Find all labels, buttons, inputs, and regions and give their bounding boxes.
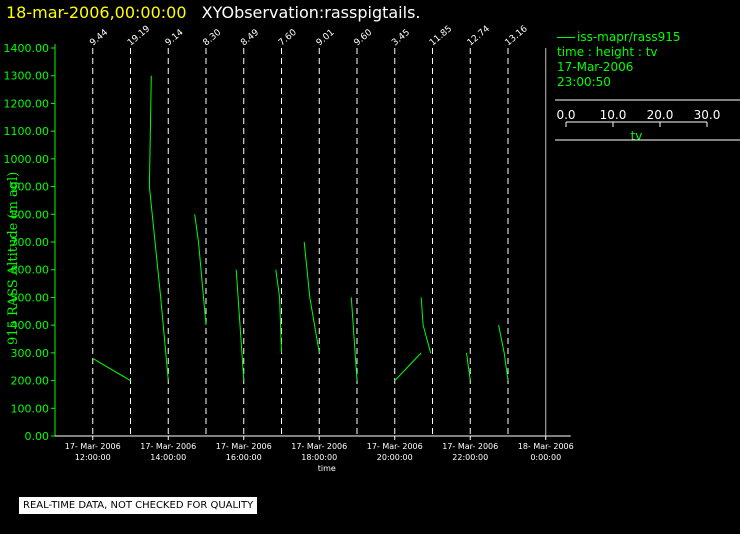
profile-marker-label: 9.01 <box>315 28 337 49</box>
title-observation: XYObservation:rasspigtails. <box>201 3 421 22</box>
y-tick-label: 700.00 <box>11 236 50 249</box>
y-tick-label: 1200.00 <box>4 97 50 110</box>
x-tick-time: 14:00:00 <box>150 453 186 462</box>
legend-scale-tick-label: 0.0 <box>556 108 575 122</box>
x-tick-date: 17- Mar- 2006 <box>367 442 423 451</box>
series-line-segment <box>303 241 320 353</box>
profile-marker-label: 9.14 <box>164 28 186 49</box>
y-tick-label: 400.00 <box>11 319 50 332</box>
x-axis-label: time <box>318 464 336 473</box>
profile-marker-label: 9.44 <box>88 28 110 49</box>
x-tick-date: 17- Mar- 2006 <box>65 442 121 451</box>
profile-marker-label: 3.45 <box>390 28 412 49</box>
profile-marker-label: 13.16 <box>504 24 530 48</box>
title-date: 18-mar-2006,00:00:00 <box>6 3 187 22</box>
series-line-segment <box>235 269 245 381</box>
y-tick-label: 1400.00 <box>4 42 50 55</box>
series-line-segment <box>498 325 509 381</box>
legend-time: 23:00:50 <box>557 75 611 89</box>
y-tick-label: 0.00 <box>25 430 50 443</box>
y-tick-label: 300.00 <box>11 347 50 360</box>
series-line-segment <box>92 357 131 382</box>
x-tick-time: 12:00:00 <box>75 453 111 462</box>
x-tick-time: 22:00:00 <box>452 453 488 462</box>
series-line-segment <box>350 297 358 381</box>
y-tick-label: 600.00 <box>11 264 50 277</box>
y-tick-label: 200.00 <box>11 375 50 388</box>
legend-scale-tick-label: 20.0 <box>647 108 674 122</box>
legend-series-name: iss-mapr/rass915 <box>577 30 681 44</box>
y-tick-label: 100.00 <box>11 402 50 415</box>
x-tick-time: 0:00:00 <box>530 453 561 462</box>
legend-date: 17-Mar-2006 <box>557 60 634 74</box>
profile-marker-label: 7.60 <box>277 28 299 49</box>
chart-title: 18-mar-2006,00:00:00 XYObservation:rassp… <box>6 3 421 22</box>
legend-series: iss-mapr/rass915 <box>557 30 740 45</box>
x-tick-date: 18- Mar- 2006 <box>518 442 574 451</box>
y-axis-label: 915 RASS Altitude (m agl) <box>6 171 21 345</box>
y-tick-label: 1100.00 <box>4 125 50 138</box>
y-tick-label: 900.00 <box>11 181 50 194</box>
x-tick-time: 16:00:00 <box>226 453 262 462</box>
series-line-segment <box>148 75 169 381</box>
x-tick-date: 17- Mar- 2006 <box>442 442 498 451</box>
x-tick-date: 17- Mar- 2006 <box>216 442 272 451</box>
x-tick-time: 20:00:00 <box>377 453 413 462</box>
profile-marker-label: 8.49 <box>239 28 261 49</box>
x-tick-date: 17- Mar- 2006 <box>291 442 347 451</box>
profile-marker-label: 11.85 <box>428 24 454 48</box>
quality-note: REAL-TIME DATA, NOT CHECKED FOR QUALITY <box>19 497 258 514</box>
y-tick-label: 1300.00 <box>4 70 50 83</box>
y-tick-label: 500.00 <box>11 291 50 304</box>
x-tick-time: 18:00:00 <box>301 453 337 462</box>
series-line-segment <box>275 269 282 353</box>
series-line-segment <box>394 352 422 381</box>
legend-scale-tick-label: 10.0 <box>600 108 627 122</box>
profile-marker-label: 8.30 <box>202 28 224 49</box>
profile-marker-label: 19.19 <box>126 24 152 48</box>
series-line-segment <box>194 214 207 326</box>
profile-marker-label: 9.60 <box>353 28 375 49</box>
x-tick-date: 17- Mar- 2006 <box>140 442 196 451</box>
legend-scale-label: tv <box>631 129 643 143</box>
y-tick-label: 800.00 <box>11 208 50 221</box>
legend-scale-tick-label: 30.0 <box>694 108 721 122</box>
legend-line-swatch <box>557 37 575 38</box>
series-line-segment <box>420 297 432 354</box>
legend-kind: time : height : tv <box>557 45 658 59</box>
series-line-segment <box>466 352 471 381</box>
legend: iss-mapr/rass915 time : height : tv 17-M… <box>557 30 740 90</box>
profile-marker-label: 12.74 <box>466 24 492 48</box>
y-tick-label: 1000.00 <box>4 153 50 166</box>
